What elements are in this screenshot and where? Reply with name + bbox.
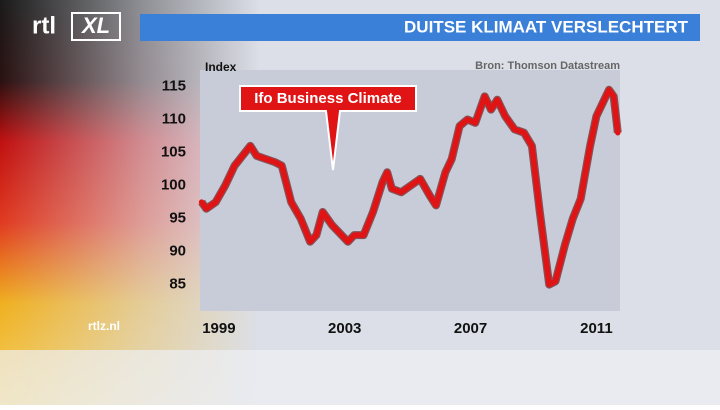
y-axis-label: Index: [205, 60, 237, 74]
x-tick-label: 1999: [202, 320, 235, 337]
y-tick-label: 105: [161, 144, 186, 161]
chart-title: DUITSE KLIMAAT VERSLECHTERT: [404, 17, 689, 36]
source: Bron: Thomson Datastream: [475, 60, 620, 72]
logo-xl: XL: [80, 13, 110, 38]
y-tick-label: 95: [169, 210, 186, 227]
annotation: Ifo Business Climate: [254, 90, 402, 107]
line: [198, 87, 621, 288]
y-tick-label: 100: [161, 177, 186, 194]
y-tick-label: 90: [169, 243, 186, 260]
annotation-box: [239, 85, 417, 171]
x-tick-label: 2007: [454, 320, 487, 337]
title-bar: [140, 14, 700, 41]
y-tick-label: 115: [162, 77, 186, 94]
y-tick-label: 110: [162, 110, 186, 127]
x-tick-label: 2003: [328, 320, 361, 337]
site-label: rtlz.nl: [88, 319, 120, 333]
logo-box: [71, 12, 121, 41]
logo-rtl: rtl: [32, 12, 56, 39]
x-tick-label: 2011: [580, 320, 613, 337]
y-tick-label: 85: [169, 276, 186, 293]
bottom-strip: [0, 350, 720, 405]
